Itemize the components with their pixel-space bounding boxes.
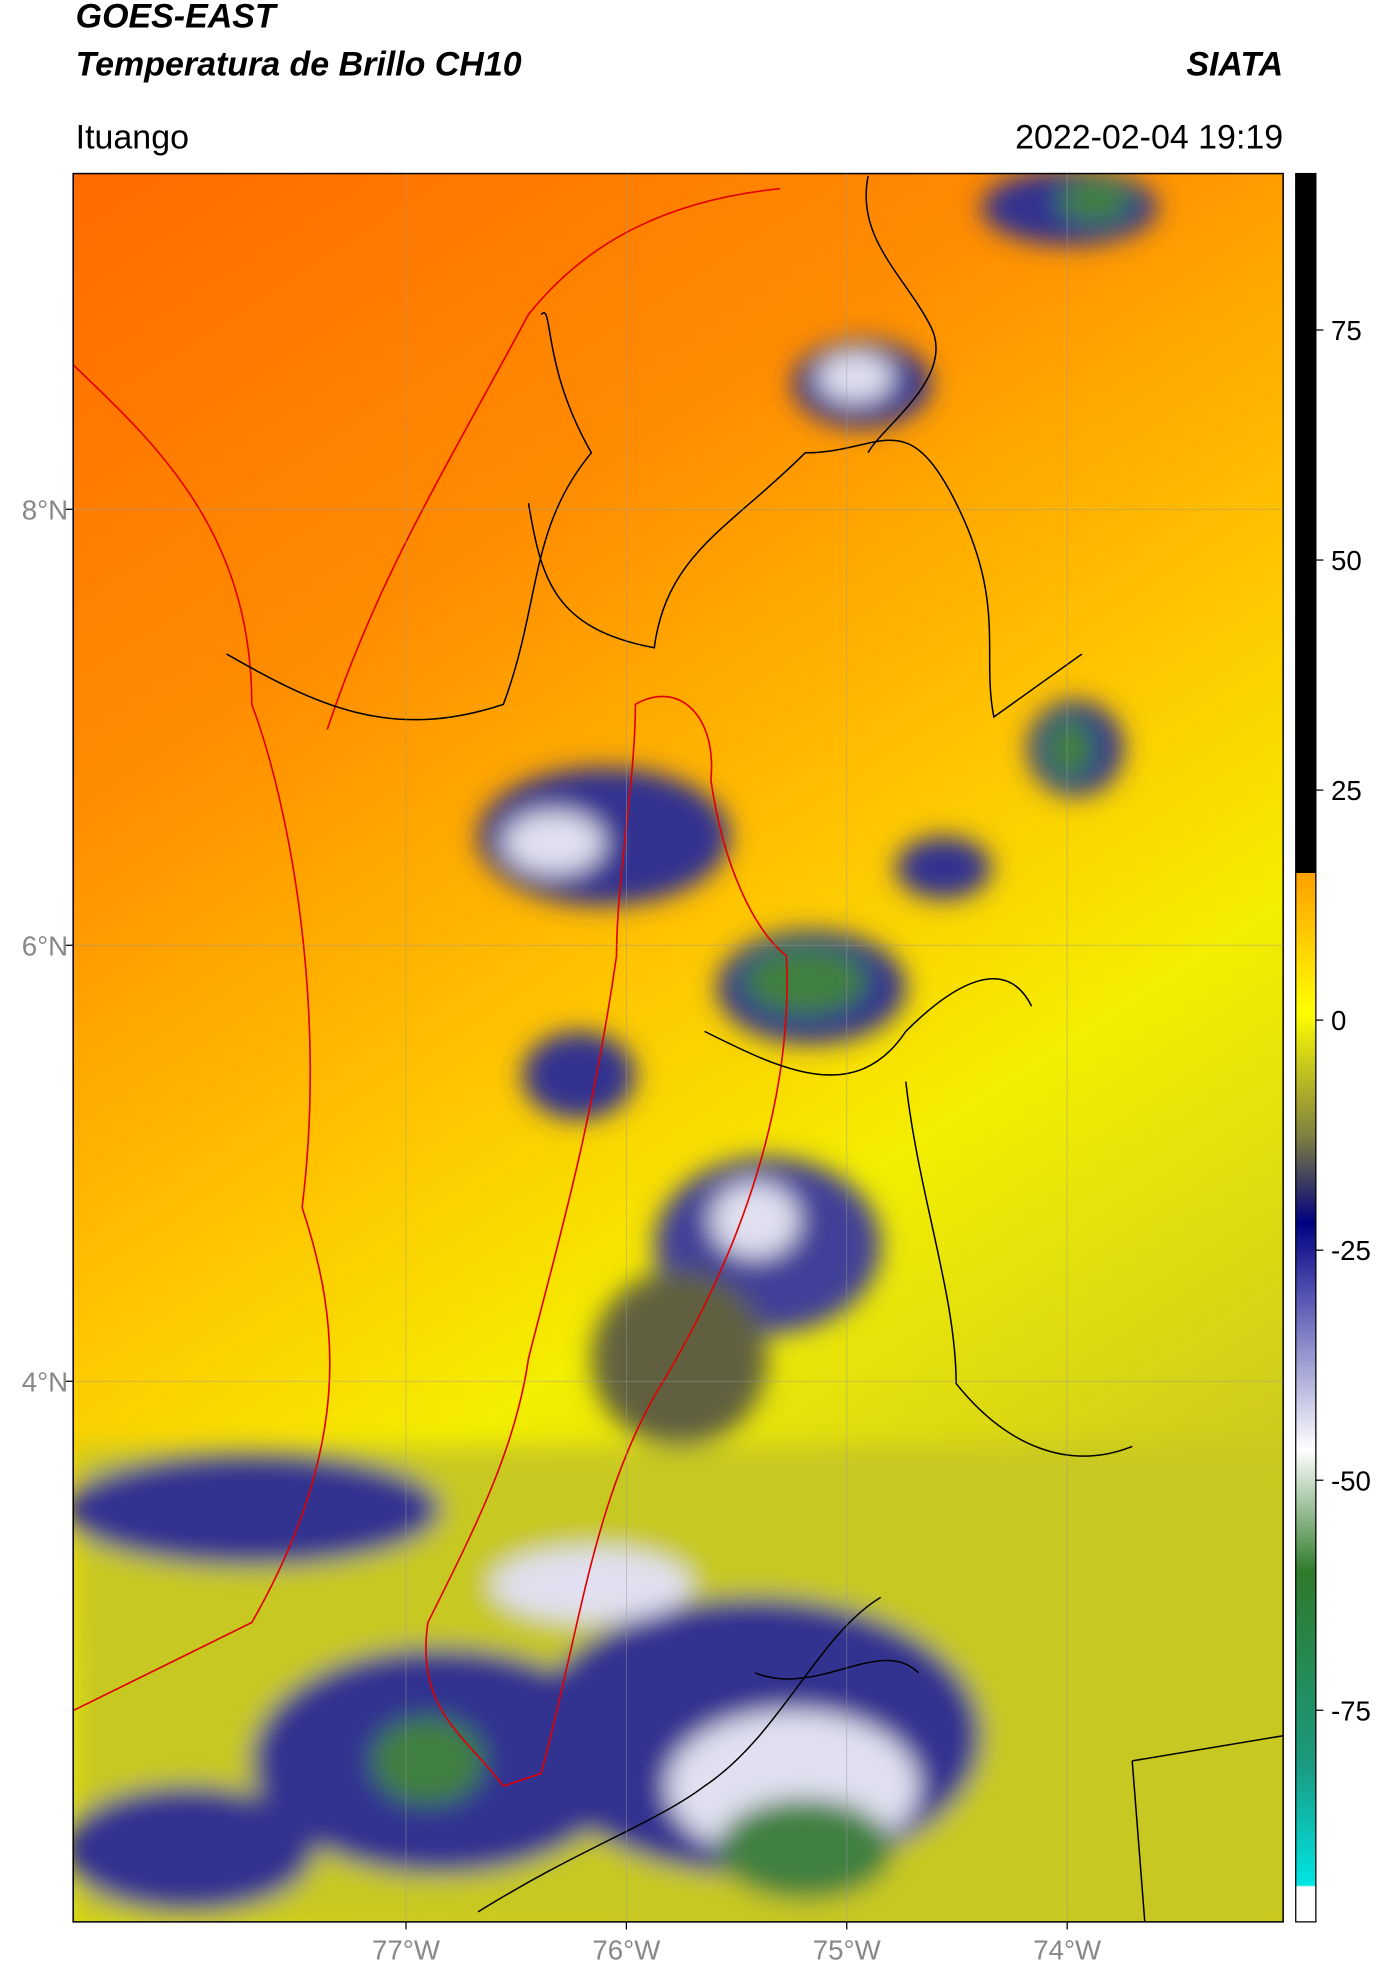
- colorbar-tick-label: 25: [1331, 775, 1362, 806]
- y-tick-label: 4°N: [22, 1366, 68, 1397]
- location: Ituango: [76, 118, 189, 156]
- timestamp: 2022-02-04 19:19: [1015, 118, 1283, 156]
- x-tick-label: 76°W: [592, 1935, 661, 1966]
- brand: SIATA: [1186, 45, 1283, 83]
- map-image: [73, 173, 1284, 1922]
- colorbar-tick-label: -75: [1331, 1695, 1371, 1726]
- colorbar-tick-label: 0: [1331, 1005, 1346, 1036]
- colorbar-tick-label: -50: [1331, 1465, 1371, 1496]
- y-tick-label: 6°N: [22, 930, 68, 961]
- colorbar-tick-label: 75: [1331, 315, 1362, 346]
- title: GOES-EAST: [76, 0, 279, 36]
- colorbar: [1295, 172, 1317, 1923]
- subtitle: Temperatura de Brillo CH10: [76, 45, 522, 83]
- x-tick-label: 74°W: [1033, 1935, 1102, 1966]
- colorbar-tick-label: -25: [1331, 1235, 1371, 1266]
- y-tick-label: 8°N: [22, 494, 68, 525]
- map-frame: [72, 172, 1284, 1923]
- colorbar-tick-label: 50: [1331, 545, 1362, 576]
- x-tick-label: 77°W: [372, 1935, 441, 1966]
- x-tick-label: 75°W: [813, 1935, 882, 1966]
